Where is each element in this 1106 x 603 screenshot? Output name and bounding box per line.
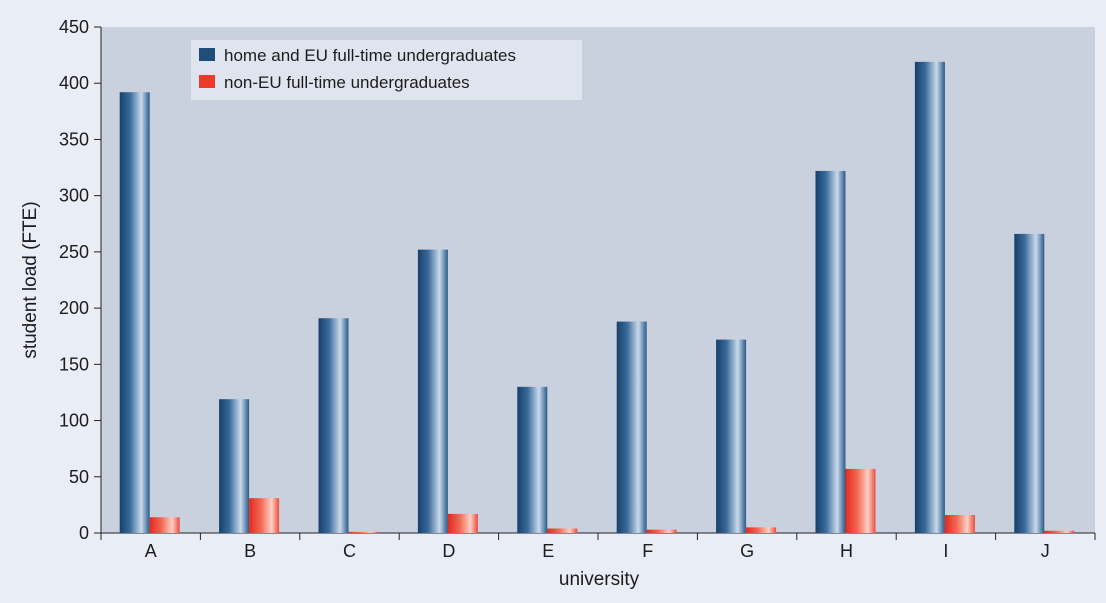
x-tick-label: H (840, 541, 853, 561)
bar-non-eu-h (845, 468, 876, 533)
x-tick-label: B (244, 541, 256, 561)
bar-non-eu-g (746, 527, 777, 533)
y-tick-label: 200 (59, 298, 89, 318)
bar-non-eu-j (1044, 530, 1075, 533)
y-tick-label: 250 (59, 242, 89, 262)
x-tick-label: C (343, 541, 356, 561)
x-axis: A B C D E F G H I J (100, 532, 1096, 561)
bar-home-eu-f (616, 321, 647, 533)
bar-home-eu-j (1014, 233, 1045, 534)
y-tick-label: 350 (59, 129, 89, 149)
bars-group (119, 61, 1075, 534)
x-tick-label: J (1041, 541, 1050, 561)
y-tick-label: 0 (79, 523, 89, 543)
bar-non-eu-f (646, 529, 677, 533)
x-tick-label: F (642, 541, 653, 561)
plot-area (101, 27, 1095, 533)
y-tick-label: 150 (59, 354, 89, 374)
x-axis-title: university (559, 569, 640, 590)
legend-box (191, 40, 582, 100)
x-tick-label: D (442, 541, 455, 561)
x-tick-label: E (542, 541, 554, 561)
x-tick-label: I (943, 541, 948, 561)
legend-swatch-home-eu (199, 48, 215, 61)
y-axis-title: student load (FTE) (20, 201, 41, 358)
bar-home-eu-g (716, 339, 747, 533)
y-tick-label: 450 (59, 17, 89, 37)
bar-home-eu-e (517, 386, 548, 533)
x-tick-label: A (145, 541, 157, 561)
bar-non-eu-d (447, 513, 478, 533)
y-axis: 0 50 100 150 200 250 300 350 400 450 (59, 17, 102, 543)
bar-non-eu-b (249, 498, 280, 533)
bar-non-eu-e (547, 528, 578, 533)
bar-home-eu-b (219, 399, 250, 533)
y-tick-label: 300 (59, 186, 89, 206)
y-tick-label: 50 (69, 467, 89, 487)
bar-non-eu-i (944, 515, 975, 533)
legend: home and EU full-time undergraduates non… (191, 40, 582, 100)
bar-home-eu-i (914, 61, 945, 533)
legend-swatch-non-eu (199, 75, 215, 88)
bar-non-eu-a (149, 517, 180, 533)
y-tick-label: 400 (59, 73, 89, 93)
x-tick-label: G (740, 541, 754, 561)
bar-home-eu-h (815, 170, 846, 533)
bar-non-eu-c (348, 531, 379, 533)
legend-label-non-eu: non-EU full-time undergraduates (224, 73, 470, 92)
legend-label-home-eu: home and EU full-time undergraduates (224, 46, 516, 65)
bar-home-eu-d (417, 249, 448, 533)
bar-home-eu-c (318, 318, 349, 533)
y-tick-label: 100 (59, 411, 89, 431)
bar-home-eu-a (119, 92, 150, 534)
